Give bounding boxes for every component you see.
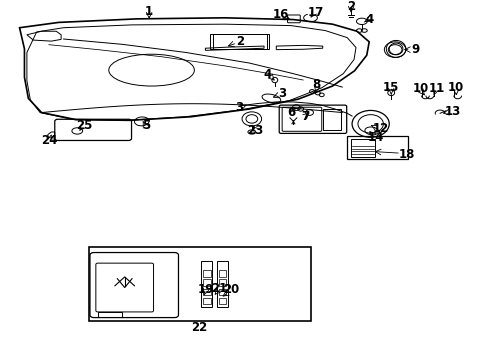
- Bar: [218, 289, 226, 295]
- Bar: [350, 139, 374, 157]
- Bar: [218, 279, 226, 286]
- Text: 7: 7: [301, 110, 309, 123]
- Text: 22: 22: [190, 321, 207, 334]
- Bar: [217, 261, 227, 307]
- Bar: [203, 289, 210, 295]
- Bar: [203, 298, 210, 304]
- Text: 1: 1: [145, 5, 153, 18]
- Text: 23: 23: [247, 125, 264, 138]
- Text: 16: 16: [272, 9, 289, 22]
- Text: 5: 5: [142, 120, 149, 132]
- Bar: [218, 298, 226, 304]
- Text: 6: 6: [287, 106, 295, 119]
- Bar: [212, 34, 268, 49]
- Text: 25: 25: [76, 119, 92, 132]
- Bar: [218, 270, 226, 276]
- Text: 3: 3: [278, 87, 286, 100]
- Text: 10: 10: [411, 82, 428, 95]
- Bar: [201, 261, 212, 307]
- Bar: [89, 247, 311, 321]
- Text: 14: 14: [366, 131, 383, 144]
- Bar: [346, 136, 407, 159]
- Text: 2: 2: [236, 35, 244, 48]
- Text: 18: 18: [398, 148, 415, 161]
- Text: 19: 19: [198, 283, 214, 296]
- Text: 15: 15: [382, 81, 399, 94]
- Bar: [203, 279, 210, 286]
- Bar: [203, 270, 210, 276]
- Bar: [210, 34, 266, 49]
- Text: 11: 11: [427, 82, 444, 95]
- Text: 20: 20: [222, 283, 239, 296]
- Text: 3: 3: [235, 101, 243, 114]
- Text: 9: 9: [411, 43, 419, 56]
- Text: 8: 8: [312, 78, 320, 91]
- Text: 12: 12: [371, 122, 388, 135]
- Text: 13: 13: [443, 105, 460, 118]
- Text: 10: 10: [447, 81, 464, 94]
- Text: 24: 24: [41, 134, 57, 147]
- Text: 4: 4: [264, 68, 271, 81]
- Text: 17: 17: [306, 6, 323, 19]
- Bar: [322, 109, 341, 130]
- Text: 4: 4: [365, 13, 372, 26]
- Text: 2: 2: [346, 0, 354, 13]
- Bar: [98, 311, 122, 317]
- Text: 21: 21: [210, 282, 227, 295]
